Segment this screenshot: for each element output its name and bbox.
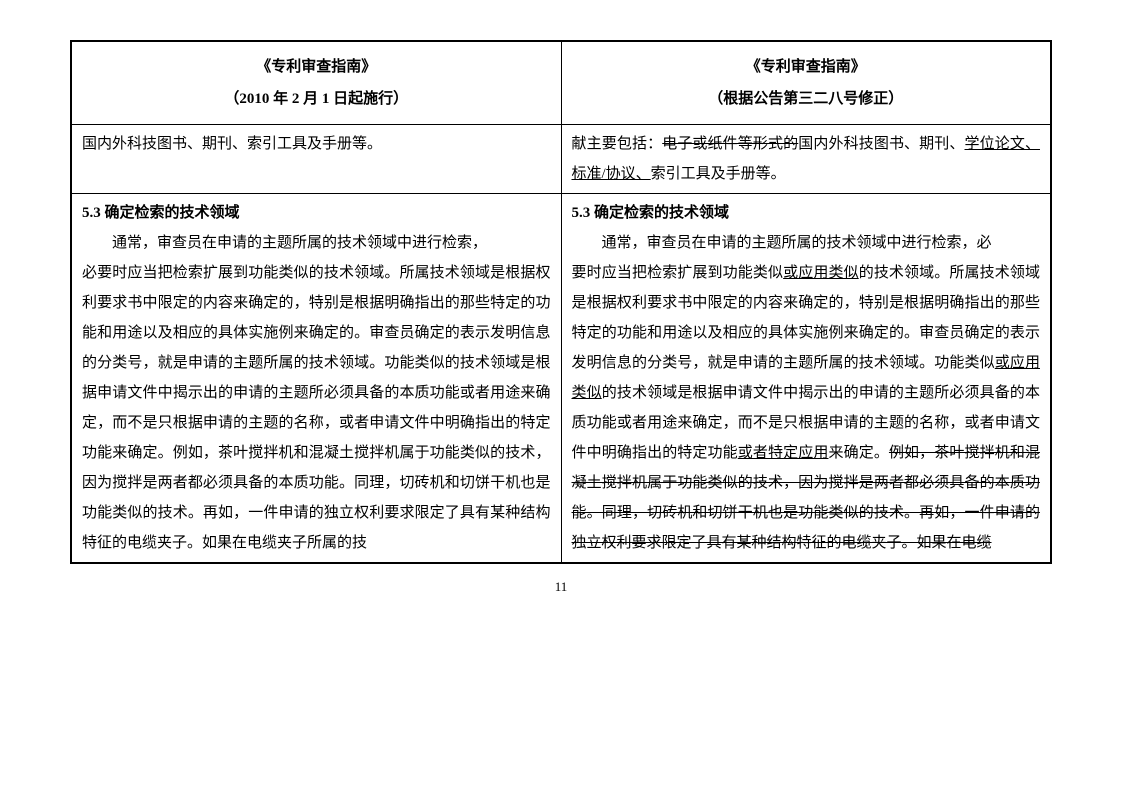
- r1-strike1: 电子或纸件等形式的: [662, 136, 798, 152]
- row1-left: 国内外科技图书、期刊、索引工具及手册等。: [71, 125, 561, 194]
- left-section-title: 5.3 确定检索的技术领域: [82, 205, 240, 221]
- r-u3: 或者特定应用: [738, 445, 829, 461]
- r1-a: 献主要包括：: [572, 136, 663, 152]
- r-s5: 来确定。: [828, 445, 888, 461]
- row2-right: 5.3 确定检索的技术领域 通常，审查员在申请的主题所属的技术领域中进行检索，必…: [561, 194, 1051, 564]
- header-right: 《专利审查指南》 （根据公告第三二八号修正）: [561, 41, 1051, 125]
- r-s2: 要时应当把检索扩展到功能类似: [572, 265, 784, 281]
- r-s1: 通常，审查员在申请的主题所属的技术领域中进行检索，必: [602, 235, 992, 251]
- r-u1: 或应用类似: [783, 265, 859, 281]
- left-p-pre: 通常，审查员在申请的主题所属的技术领域中进行检索，: [112, 235, 487, 251]
- page-number: 11: [70, 574, 1052, 600]
- right-title: 《专利审查指南》: [572, 52, 1041, 82]
- left-p-body: 必要时应当把检索扩展到功能类似的技术领域。所属技术领域是根据权利要求书中限定的内…: [82, 265, 551, 551]
- left-subtitle: （2010 年 2 月 1 日起施行）: [82, 84, 551, 114]
- left-row1-text: 国内外科技图书、期刊、索引工具及手册等。: [82, 136, 382, 152]
- row2-left: 5.3 确定检索的技术领域 通常，审查员在申请的主题所属的技术领域中进行检索， …: [71, 194, 561, 564]
- r1-c: 索引工具及手册等。: [651, 166, 786, 182]
- comparison-table: 《专利审查指南》 （2010 年 2 月 1 日起施行） 《专利审查指南》 （根…: [70, 40, 1052, 564]
- right-section-title: 5.3 确定检索的技术领域: [572, 205, 730, 221]
- left-title: 《专利审查指南》: [82, 52, 551, 82]
- header-left: 《专利审查指南》 （2010 年 2 月 1 日起施行）: [71, 41, 561, 125]
- r1-b: 国内外科技图书、期刊、: [798, 136, 964, 152]
- right-subtitle: （根据公告第三二八号修正）: [572, 84, 1041, 114]
- row1-right: 献主要包括：电子或纸件等形式的国内外科技图书、期刊、学位论文、标准/协议、索引工…: [561, 125, 1051, 194]
